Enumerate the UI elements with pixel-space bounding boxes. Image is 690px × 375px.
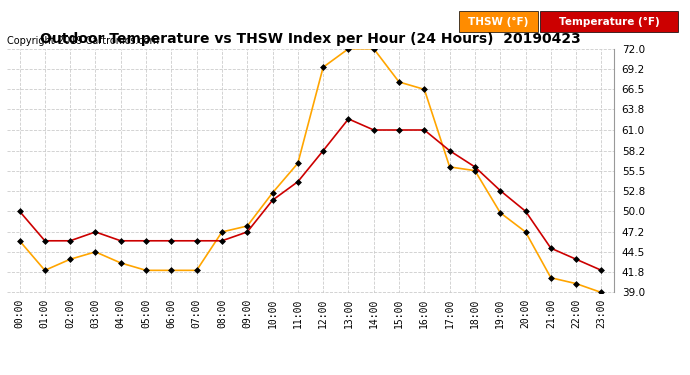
Text: Copyright 2019 Cartronics.com: Copyright 2019 Cartronics.com	[7, 36, 159, 46]
Text: Temperature (°F): Temperature (°F)	[559, 16, 660, 27]
Title: Outdoor Temperature vs THSW Index per Hour (24 Hours)  20190423: Outdoor Temperature vs THSW Index per Ho…	[40, 32, 581, 46]
Text: THSW (°F): THSW (°F)	[469, 16, 529, 27]
